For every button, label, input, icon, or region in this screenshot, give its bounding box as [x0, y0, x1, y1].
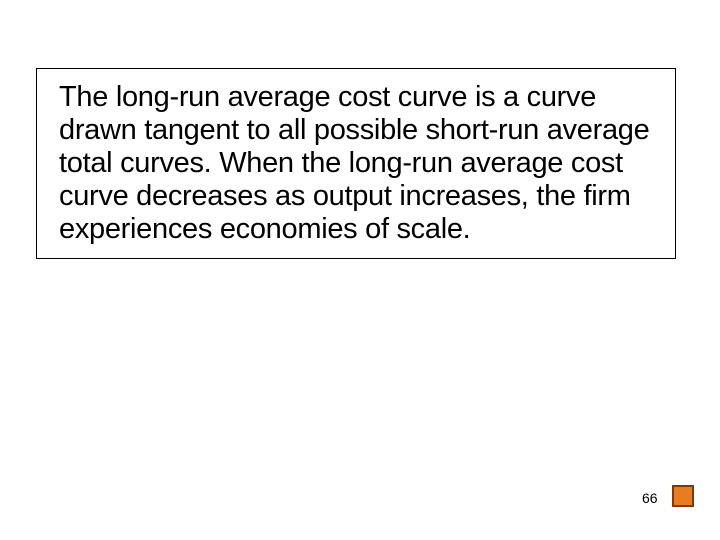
- slide-marker-icon: [672, 485, 694, 507]
- page-number: 66: [642, 490, 658, 506]
- slide-body-text: The long-run average cost curve is a cur…: [59, 81, 653, 246]
- slide-text-box: The long-run average cost curve is a cur…: [36, 68, 676, 259]
